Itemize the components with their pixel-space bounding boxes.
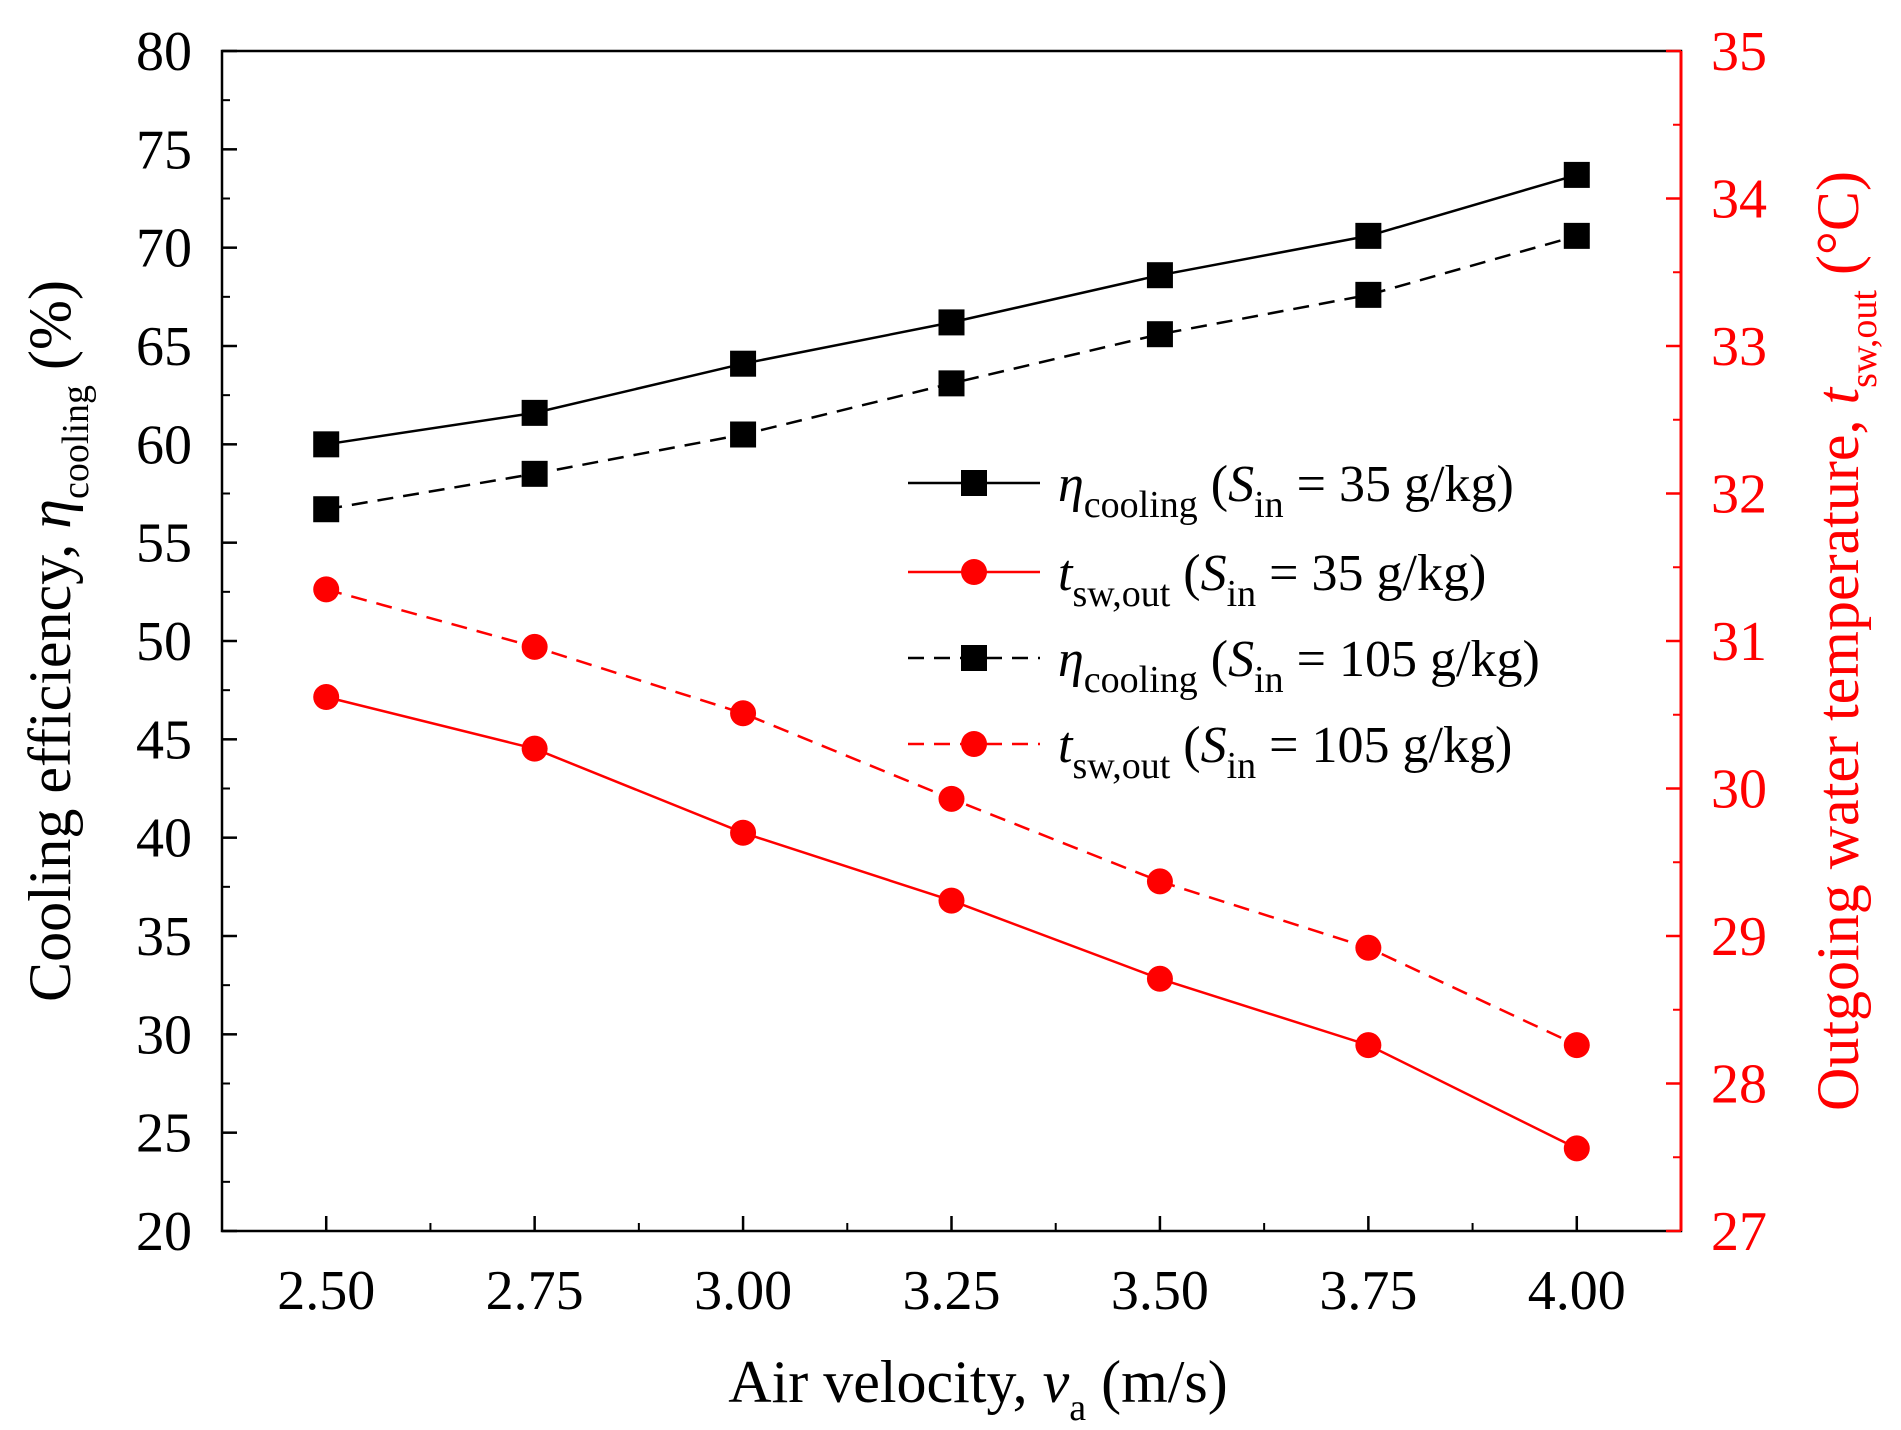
data-point-square: [730, 421, 757, 448]
left-tick-label: 70: [136, 218, 192, 280]
legend-marker: [961, 731, 987, 757]
legend-item-2: tsw,out (Sin = 35 g/kg): [908, 545, 1486, 615]
x-tick-label: 2.75: [486, 1260, 584, 1322]
legend-item-1: ηcooling (Sin = 35 g/kg): [908, 456, 1514, 526]
data-point-circle: [730, 819, 757, 846]
left-tick-label: 80: [136, 21, 192, 83]
left-tick-label: 35: [136, 906, 192, 968]
data-point-circle: [1146, 965, 1173, 992]
legend-label: tsw,out (Sin = 105 g/kg): [1058, 717, 1512, 787]
right-axis-ticks: 27 28 29 30 31 32 33 34 35: [1666, 21, 1767, 1263]
left-tick-label: 55: [136, 513, 192, 575]
left-tick-label: 40: [136, 808, 192, 870]
data-point-square: [730, 350, 757, 377]
data-point-circle: [1146, 868, 1173, 895]
legend-label: tsw,out (Sin = 35 g/kg): [1058, 545, 1486, 615]
data-point-circle: [1563, 1135, 1590, 1162]
right-tick-label: 35: [1711, 21, 1767, 83]
right-tick-label: 27: [1711, 1201, 1767, 1263]
data-point-square: [1563, 222, 1590, 249]
legend-item-3: ηcooling (Sin = 105 g/kg): [908, 631, 1540, 701]
legend-item-4: tsw,out (Sin = 105 g/kg): [908, 717, 1512, 787]
right-tick-label: 34: [1711, 169, 1767, 231]
data-point-circle: [521, 633, 548, 660]
data-point-circle: [313, 576, 340, 603]
data-point-square: [1146, 321, 1173, 348]
right-tick-label: 31: [1711, 611, 1767, 673]
left-tick-label: 30: [136, 1004, 192, 1066]
data-point-square: [521, 399, 548, 426]
data-point-square: [313, 431, 340, 458]
data-point-square: [1563, 161, 1590, 188]
left-tick-label: 65: [136, 316, 192, 378]
legend-label: ηcooling (Sin = 35 g/kg): [1058, 456, 1514, 526]
legend-marker: [961, 470, 987, 496]
right-tick-label: 32: [1711, 464, 1767, 526]
x-tick-label: 3.75: [1319, 1260, 1417, 1322]
data-point-circle: [1355, 1032, 1382, 1059]
data-point-square: [938, 370, 965, 397]
right-axis-title: Outgoing water temperature, tsw,out (°C): [1805, 171, 1885, 1111]
left-axis-title: Cooling efficiency, ηcooling (%): [17, 280, 97, 1002]
x-axis-title: Air velocity, va (m/s): [728, 1349, 1228, 1429]
left-axis-ticks: 20 25 30 35 40 45 50 55 60 65 70 75 80: [136, 21, 237, 1263]
data-point-square: [938, 309, 965, 336]
x-tick-label: 3.50: [1111, 1260, 1209, 1322]
right-tick-label: 30: [1711, 759, 1767, 821]
legend-label: ηcooling (Sin = 105 g/kg): [1058, 631, 1540, 701]
data-point-square: [1355, 281, 1382, 308]
left-tick-label: 50: [136, 611, 192, 673]
legend: ηcooling (Sin = 35 g/kg) tsw,out (Sin = 3…: [908, 456, 1540, 787]
x-tick-label: 3.25: [903, 1260, 1001, 1322]
data-point-circle: [1355, 934, 1382, 961]
x-axis-ticks: 2.50 2.75 3.00 3.25 3.50 3.75 4.00: [277, 1216, 1626, 1322]
right-tick-label: 33: [1711, 316, 1767, 378]
data-point-circle: [730, 700, 757, 727]
data-point-square: [313, 496, 340, 523]
x-tick-label: 4.00: [1528, 1260, 1626, 1322]
data-point-circle: [313, 684, 340, 711]
data-point-circle: [938, 785, 965, 812]
data-point-square: [1146, 262, 1173, 289]
right-tick-label: 29: [1711, 906, 1767, 968]
legend-marker: [961, 645, 987, 671]
left-tick-label: 45: [136, 709, 192, 771]
legend-marker: [961, 559, 987, 585]
left-tick-label: 20: [136, 1201, 192, 1263]
data-point-square: [1355, 222, 1382, 249]
series-1: [313, 161, 1590, 458]
data-point-circle: [1563, 1032, 1590, 1059]
data-point-circle: [938, 887, 965, 914]
x-tick-label: 2.50: [277, 1260, 375, 1322]
left-tick-label: 60: [136, 414, 192, 476]
series-2: [313, 684, 1590, 1162]
series-layer: [313, 161, 1590, 1162]
data-point-square: [521, 460, 548, 487]
series-4: [313, 576, 1590, 1059]
right-tick-label: 28: [1711, 1054, 1767, 1116]
x-tick-label: 3.00: [694, 1260, 792, 1322]
left-tick-label: 25: [136, 1103, 192, 1165]
series-3: [313, 222, 1590, 523]
left-tick-label: 75: [136, 119, 192, 181]
data-point-circle: [521, 735, 548, 762]
